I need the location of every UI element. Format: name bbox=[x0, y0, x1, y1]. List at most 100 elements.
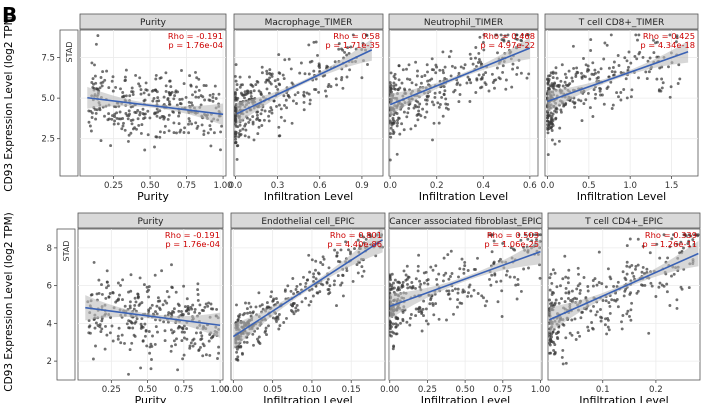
data-point bbox=[155, 114, 159, 118]
data-point bbox=[479, 86, 482, 90]
data-point bbox=[636, 38, 639, 42]
data-point bbox=[679, 285, 683, 289]
data-point bbox=[516, 66, 519, 70]
data-point bbox=[144, 328, 148, 332]
data-point bbox=[678, 77, 682, 81]
data-point bbox=[265, 301, 269, 305]
data-point bbox=[586, 91, 590, 95]
data-point bbox=[283, 288, 287, 292]
data-point bbox=[555, 110, 558, 114]
data-point bbox=[563, 80, 567, 84]
data-point bbox=[87, 120, 91, 124]
data-point bbox=[647, 70, 651, 74]
data-point bbox=[437, 272, 441, 276]
data-point bbox=[248, 311, 252, 315]
data-point bbox=[405, 320, 409, 324]
data-point bbox=[389, 119, 392, 123]
data-point bbox=[129, 289, 133, 293]
data-point bbox=[657, 285, 661, 289]
data-point bbox=[417, 105, 421, 109]
data-point bbox=[182, 131, 186, 134]
data-point bbox=[414, 99, 418, 103]
data-point bbox=[474, 46, 478, 49]
data-point bbox=[236, 355, 240, 359]
data-point bbox=[556, 331, 560, 334]
data-point bbox=[389, 321, 393, 325]
p-value-label: p = 4.40e-86 bbox=[327, 239, 382, 249]
data-point bbox=[527, 266, 530, 270]
data-point bbox=[672, 233, 675, 237]
data-point bbox=[438, 68, 442, 72]
data-point bbox=[603, 41, 607, 45]
data-point bbox=[458, 301, 462, 305]
data-point bbox=[514, 283, 518, 287]
data-point bbox=[244, 92, 248, 96]
data-point bbox=[180, 339, 184, 343]
data-point bbox=[237, 344, 241, 348]
data-point bbox=[204, 302, 208, 306]
data-point bbox=[469, 57, 473, 61]
data-point bbox=[600, 316, 604, 320]
data-point bbox=[126, 139, 130, 143]
data-point bbox=[602, 57, 606, 61]
data-point bbox=[252, 343, 255, 347]
data-point bbox=[660, 86, 664, 90]
data-point bbox=[93, 63, 96, 67]
data-point bbox=[260, 108, 264, 112]
data-point bbox=[156, 110, 160, 114]
regression-line bbox=[547, 50, 689, 103]
data-point bbox=[278, 134, 282, 138]
data-point bbox=[483, 81, 487, 85]
data-point bbox=[340, 281, 344, 285]
data-point bbox=[295, 284, 299, 288]
data-point bbox=[389, 324, 392, 327]
data-point bbox=[482, 73, 485, 77]
data-point bbox=[116, 334, 120, 338]
data-point bbox=[591, 61, 595, 65]
data-point bbox=[604, 285, 608, 289]
data-point bbox=[573, 105, 577, 109]
data-point bbox=[113, 115, 117, 119]
data-point bbox=[389, 330, 392, 334]
data-point bbox=[311, 294, 315, 298]
data-point bbox=[268, 76, 272, 80]
data-point bbox=[235, 347, 239, 351]
data-point bbox=[397, 64, 401, 68]
data-point bbox=[696, 233, 700, 237]
data-point bbox=[207, 339, 211, 343]
data-point bbox=[395, 152, 399, 156]
data-point bbox=[256, 132, 260, 136]
data-point bbox=[658, 281, 662, 285]
data-point bbox=[390, 123, 394, 127]
x-axis-title: Infiltration Level bbox=[579, 394, 668, 403]
data-point bbox=[393, 76, 397, 80]
data-point bbox=[501, 241, 505, 245]
data-point bbox=[153, 342, 157, 346]
scatter-points bbox=[548, 233, 700, 366]
data-point bbox=[317, 90, 321, 94]
data-point bbox=[302, 100, 306, 104]
data-point bbox=[174, 89, 178, 93]
data-point bbox=[433, 91, 437, 95]
data-point bbox=[178, 130, 182, 134]
data-point bbox=[196, 293, 200, 296]
data-point bbox=[463, 264, 467, 268]
data-point bbox=[389, 126, 393, 130]
data-point bbox=[172, 307, 176, 311]
regression-line bbox=[232, 239, 384, 338]
data-point bbox=[95, 87, 99, 91]
data-point bbox=[123, 75, 127, 79]
data-point bbox=[586, 285, 590, 288]
data-point bbox=[189, 305, 193, 309]
data-point bbox=[557, 301, 561, 305]
data-point bbox=[147, 330, 151, 333]
data-point bbox=[162, 114, 165, 118]
x-tick-label: 1.00 bbox=[214, 181, 233, 191]
data-point bbox=[409, 313, 413, 316]
data-point bbox=[251, 115, 255, 119]
data-point bbox=[462, 267, 466, 271]
x-tick-label: 0.75 bbox=[174, 385, 193, 395]
data-point bbox=[145, 290, 149, 294]
data-point bbox=[294, 306, 298, 310]
